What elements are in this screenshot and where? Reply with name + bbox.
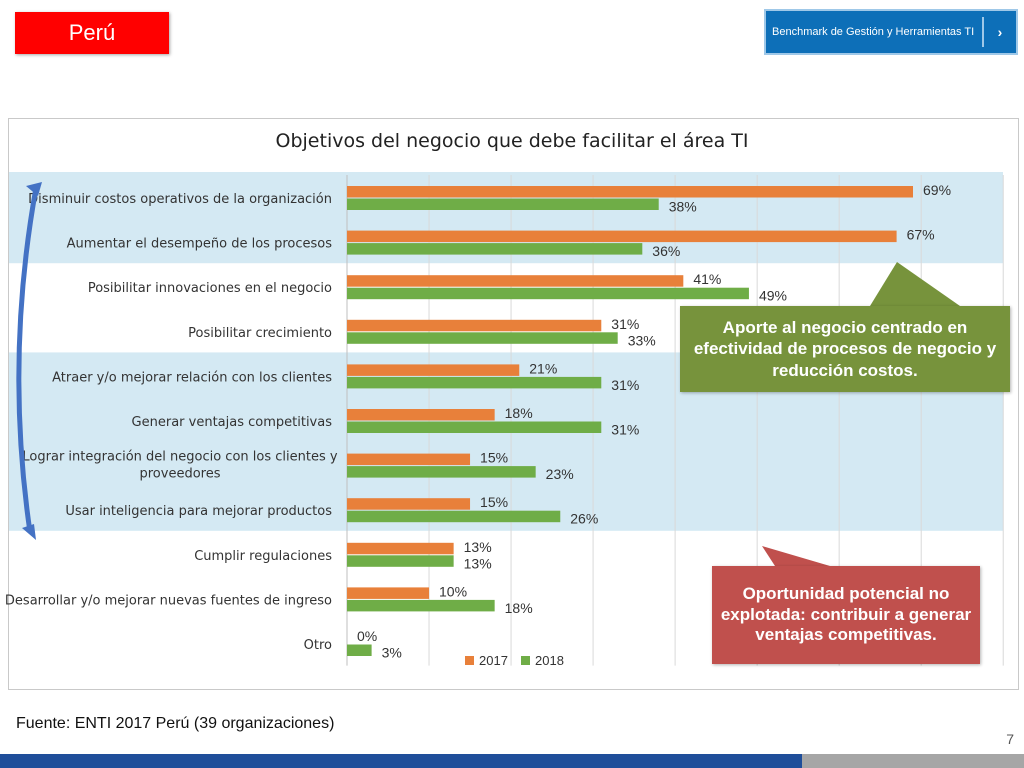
callout-red: Oportunidad potencial no explotada: cont… bbox=[712, 566, 980, 664]
bar-2018 bbox=[347, 466, 536, 478]
bar-2018 bbox=[347, 510, 561, 523]
bar-2018 bbox=[347, 421, 602, 433]
callout-green: Aporte al negocio centrado en efectivida… bbox=[680, 306, 1010, 392]
chart-title: Objetivos del negocio que debe facilitar… bbox=[275, 130, 749, 152]
bar-2018 bbox=[347, 198, 659, 210]
data-label-2017: 15% bbox=[480, 494, 508, 510]
data-label-2017: 10% bbox=[439, 583, 467, 599]
bar-2017 bbox=[347, 230, 897, 243]
category-label: Usar inteligencia para mejorar productos bbox=[65, 504, 332, 519]
bar-2017 bbox=[347, 542, 454, 555]
bar-2018 bbox=[347, 644, 372, 656]
data-label-2018: 13% bbox=[464, 555, 492, 571]
data-label-2017: 69% bbox=[923, 182, 951, 198]
arrow-head-bottom-icon bbox=[22, 524, 36, 540]
curved-arrow-icon bbox=[16, 187, 39, 533]
data-label-2017: 15% bbox=[480, 450, 508, 466]
data-label-2018: 3% bbox=[382, 645, 402, 661]
bar-2017 bbox=[347, 587, 430, 599]
bar-2018 bbox=[347, 555, 454, 567]
data-label-2018: 38% bbox=[669, 199, 697, 215]
category-label: Cumplir regulaciones bbox=[194, 549, 332, 564]
data-label-2018: 36% bbox=[652, 243, 680, 259]
data-label-2018: 31% bbox=[611, 377, 639, 393]
bar-2017 bbox=[347, 498, 471, 510]
category-label: Atraer y/o mejorar relación con los clie… bbox=[52, 370, 332, 385]
footer-bar-blue bbox=[0, 754, 802, 768]
legend-label-2017: 2017 bbox=[479, 653, 508, 668]
bar-2017 bbox=[347, 186, 913, 198]
category-label: proveedores bbox=[140, 467, 221, 482]
data-label-2017: 18% bbox=[505, 405, 533, 421]
category-label: Otro bbox=[304, 638, 332, 653]
bar-2018 bbox=[347, 376, 602, 389]
bar-2018 bbox=[347, 599, 495, 612]
data-label-2017: 41% bbox=[693, 271, 721, 287]
data-label-2017: 13% bbox=[464, 539, 492, 555]
bar-2018 bbox=[347, 332, 618, 344]
chevron-right-icon: › bbox=[997, 24, 1003, 40]
bar-2017 bbox=[347, 319, 602, 332]
category-label: Disminuir costos operativos de la organi… bbox=[28, 192, 332, 207]
footer-bar-gray bbox=[802, 754, 1024, 768]
category-label: Aumentar el desempeño de los procesos bbox=[67, 237, 333, 252]
data-label-2018: 18% bbox=[505, 600, 533, 616]
country-label: Perú bbox=[15, 12, 169, 54]
benchmark-nav-button[interactable]: Benchmark de Gestión y Herramientas TI › bbox=[764, 9, 1018, 55]
legend-swatch-2017 bbox=[465, 656, 474, 665]
data-label-2018: 23% bbox=[546, 466, 574, 482]
data-label-2017: 31% bbox=[611, 316, 639, 332]
bar-2018 bbox=[347, 243, 643, 255]
source-note: Fuente: ENTI 2017 Perú (39 organizacione… bbox=[16, 715, 335, 732]
page-number: 7 bbox=[1006, 731, 1014, 747]
callout-red-pointer bbox=[762, 546, 830, 566]
category-label: Posibilitar innovaciones en el negocio bbox=[88, 281, 332, 296]
data-label-2017: 0% bbox=[357, 628, 377, 644]
data-label-2017: 67% bbox=[907, 227, 935, 243]
bar-2017 bbox=[347, 275, 684, 287]
callout-green-pointer bbox=[870, 262, 960, 306]
bar-2017 bbox=[347, 453, 471, 466]
category-label: Lograr integración del negocio con los c… bbox=[22, 450, 337, 465]
bar-2018 bbox=[347, 287, 749, 300]
data-label-2018: 26% bbox=[570, 511, 598, 527]
data-label-2018: 33% bbox=[628, 332, 656, 348]
data-label-2018: 31% bbox=[611, 422, 639, 438]
legend-label-2018: 2018 bbox=[535, 653, 564, 668]
legend-swatch-2018 bbox=[521, 656, 530, 665]
chart-frame bbox=[8, 118, 1019, 690]
category-label: Desarrollar y/o mejorar nuevas fuentes d… bbox=[5, 593, 332, 608]
data-label-2017: 21% bbox=[529, 360, 557, 376]
arrow-head-top-icon bbox=[26, 182, 42, 196]
data-label-2018: 49% bbox=[759, 288, 787, 304]
benchmark-divider bbox=[982, 17, 984, 47]
bar-2017 bbox=[347, 409, 495, 421]
bar-2017 bbox=[347, 364, 520, 376]
category-label: Generar ventajas competitivas bbox=[132, 415, 333, 430]
category-label: Posibilitar crecimiento bbox=[188, 326, 332, 341]
benchmark-label: Benchmark de Gestión y Herramientas TI bbox=[772, 26, 975, 38]
